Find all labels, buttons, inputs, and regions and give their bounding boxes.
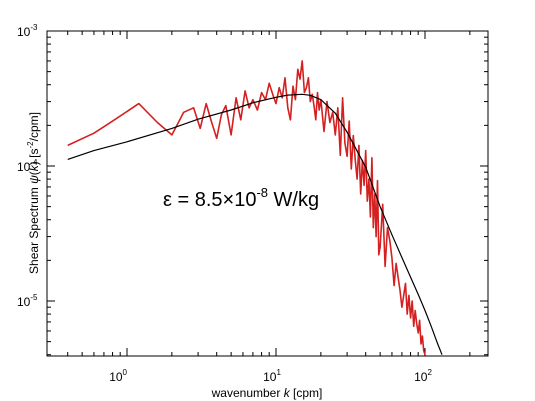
x-tick-label-1: 100 — [109, 368, 127, 384]
y-axis-label: Shear Spectrum ψ(k) [s-2/cpm] — [26, 112, 41, 274]
minor-ticks — [47, 31, 488, 356]
y-tick-label-1e-3: 10-3 — [17, 23, 38, 39]
series-layer — [67, 60, 443, 355]
x-tick-label-10: 101 — [263, 368, 281, 384]
model-spectrum-line — [67, 93, 443, 355]
plot-border — [46, 30, 489, 357]
epsilon-annotation: ε = 8.5×10-8 W/kg — [163, 185, 319, 211]
plot-frame — [46, 30, 489, 357]
y-tick-label-1e-5: 10-5 — [17, 293, 38, 309]
x-axis-label: wavenumber k [cpm] — [211, 386, 323, 400]
measured-spectrum-line — [67, 60, 426, 355]
x-tick-label-100: 102 — [414, 368, 432, 384]
y-tick-label-1e-4: 10-4 — [17, 158, 38, 174]
